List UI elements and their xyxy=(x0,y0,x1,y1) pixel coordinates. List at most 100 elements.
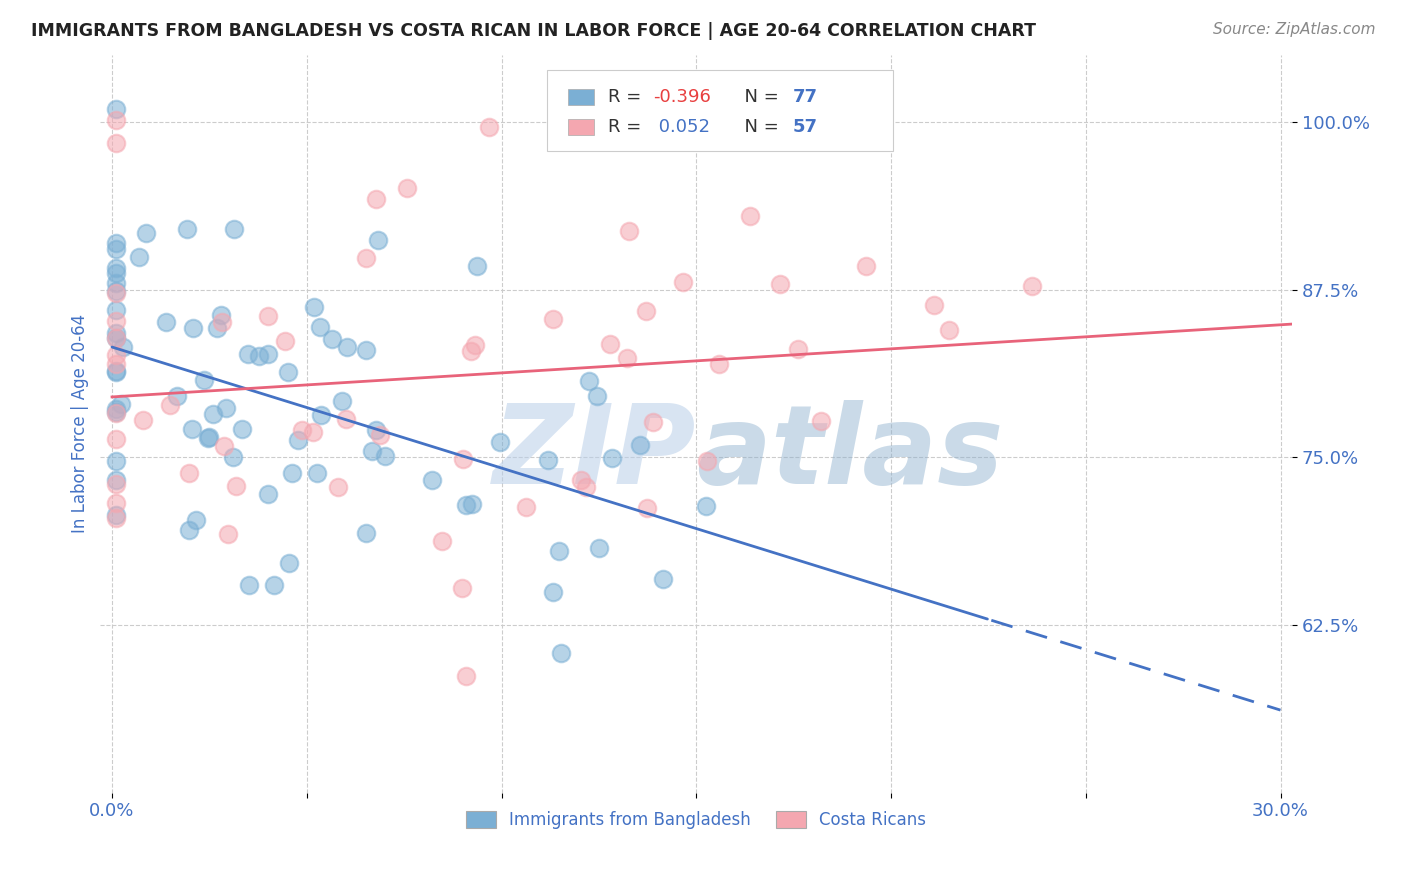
Point xyxy=(155,315,177,329)
Text: Source: ZipAtlas.com: Source: ZipAtlas.com xyxy=(1212,22,1375,37)
Point xyxy=(104,476,127,491)
Point xyxy=(922,298,945,312)
Point xyxy=(211,315,233,329)
Text: N =: N = xyxy=(733,118,785,136)
Point xyxy=(104,303,127,318)
Point xyxy=(769,277,792,291)
Point xyxy=(209,308,232,322)
Point xyxy=(104,113,127,128)
Point xyxy=(367,233,389,247)
Point xyxy=(205,321,228,335)
Point xyxy=(104,453,127,467)
Point xyxy=(628,438,651,452)
Point xyxy=(197,431,219,445)
Point xyxy=(247,349,270,363)
FancyBboxPatch shape xyxy=(568,119,593,135)
Point xyxy=(225,478,247,492)
Point xyxy=(672,275,695,289)
Point xyxy=(263,577,285,591)
Point xyxy=(616,351,638,365)
Point xyxy=(368,428,391,442)
Point xyxy=(104,348,127,362)
Point xyxy=(257,347,280,361)
Point xyxy=(104,136,127,150)
Point xyxy=(454,498,477,512)
Point xyxy=(332,393,354,408)
Text: N =: N = xyxy=(733,88,785,106)
Point xyxy=(177,466,200,480)
FancyBboxPatch shape xyxy=(547,70,893,151)
Point xyxy=(104,357,127,371)
Point xyxy=(135,226,157,240)
Point xyxy=(586,389,609,403)
Point xyxy=(302,300,325,314)
Text: 0.052: 0.052 xyxy=(654,118,710,136)
Y-axis label: In Labor Force | Age 20-64: In Labor Force | Age 20-64 xyxy=(72,314,89,533)
Point xyxy=(215,401,238,415)
Point xyxy=(104,496,127,510)
Point xyxy=(238,346,260,360)
Point xyxy=(465,259,488,273)
Point xyxy=(541,312,564,326)
Text: ZIP: ZIP xyxy=(492,400,696,507)
Point xyxy=(256,486,278,500)
Point xyxy=(600,450,623,465)
Point xyxy=(634,304,657,318)
Point xyxy=(104,313,127,327)
Point xyxy=(166,389,188,403)
Point xyxy=(104,405,127,419)
Point xyxy=(104,432,127,446)
Point xyxy=(364,423,387,437)
Point xyxy=(181,321,204,335)
Point xyxy=(569,473,592,487)
Point xyxy=(104,366,127,380)
Point xyxy=(104,266,127,280)
Point xyxy=(461,497,484,511)
Point xyxy=(336,340,359,354)
Point xyxy=(104,401,127,416)
Point xyxy=(1021,278,1043,293)
Point xyxy=(696,454,718,468)
Point xyxy=(460,344,482,359)
Point xyxy=(451,582,474,596)
Point xyxy=(786,343,808,357)
Point xyxy=(104,331,127,345)
Point xyxy=(128,250,150,264)
Point xyxy=(198,430,221,444)
Point xyxy=(695,500,717,514)
FancyBboxPatch shape xyxy=(568,89,593,105)
Point xyxy=(217,526,239,541)
Point xyxy=(374,449,396,463)
Point xyxy=(104,260,127,275)
Text: atlas: atlas xyxy=(696,400,1004,507)
Point xyxy=(177,523,200,537)
Point xyxy=(464,338,486,352)
Point xyxy=(489,434,512,449)
Point xyxy=(354,525,377,540)
Point xyxy=(104,363,127,377)
Point xyxy=(104,473,127,487)
Point xyxy=(588,541,610,556)
Point xyxy=(104,286,127,301)
Point xyxy=(548,544,571,558)
Point xyxy=(104,331,127,345)
Point xyxy=(356,251,378,265)
Point xyxy=(132,413,155,427)
Point xyxy=(354,343,377,357)
Point xyxy=(550,646,572,660)
Point xyxy=(578,374,600,388)
Point xyxy=(112,340,135,354)
Point xyxy=(231,422,253,436)
Legend: Immigrants from Bangladesh, Costa Ricans: Immigrants from Bangladesh, Costa Ricans xyxy=(460,805,934,836)
Point xyxy=(311,409,333,423)
Point xyxy=(104,242,127,256)
Point xyxy=(212,439,235,453)
Point xyxy=(938,323,960,337)
Point xyxy=(287,433,309,447)
Point xyxy=(575,481,598,495)
Point xyxy=(420,473,443,487)
Text: R =: R = xyxy=(607,88,647,106)
Point xyxy=(193,373,215,387)
Point xyxy=(301,425,323,440)
Point xyxy=(273,334,295,348)
